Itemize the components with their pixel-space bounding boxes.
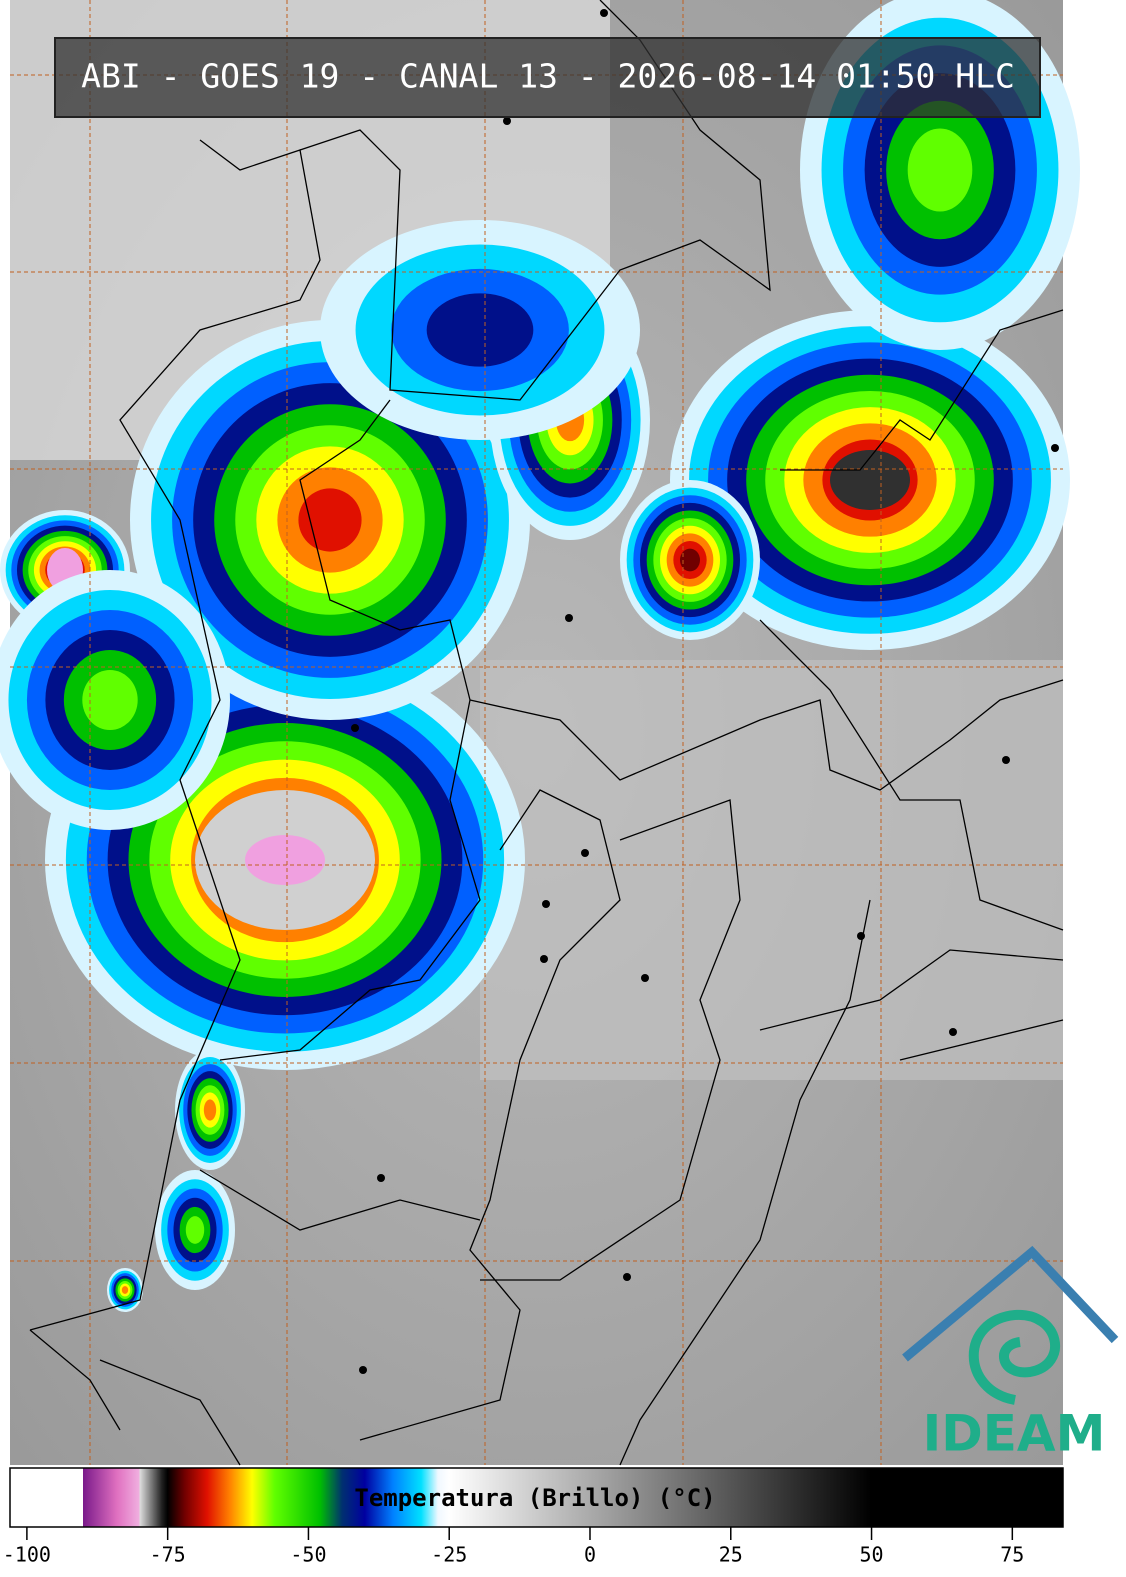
convection (0, 0, 1080, 1312)
border (619, 899, 871, 1466)
border (359, 789, 621, 1441)
tick-label: -75 (150, 1543, 186, 1567)
tick-label: -25 (431, 1543, 467, 1567)
tick-label: -50 (290, 1543, 326, 1567)
border (759, 949, 1064, 1061)
border (480, 799, 741, 1281)
tick-label: 50 (859, 1543, 883, 1567)
city (565, 614, 573, 622)
city (857, 932, 865, 940)
cloud-ring (680, 548, 700, 572)
city (542, 900, 550, 908)
border (469, 679, 1064, 791)
map: ABI - GOES 19 - CANAL 13 - 2026-08-14 01… (0, 0, 1119, 1466)
tick-label: 75 (1000, 1543, 1024, 1567)
cloud-ring (185, 1216, 205, 1244)
tick-label: 25 (719, 1543, 743, 1567)
logo-swirl (968, 1309, 1061, 1405)
cloud-ring (298, 488, 362, 552)
city (351, 724, 359, 732)
city (540, 955, 548, 963)
city (581, 849, 589, 857)
cloud-ring (203, 1099, 217, 1121)
logo: IDEAM (902, 1245, 1119, 1463)
border (29, 139, 321, 1331)
cities (351, 9, 1059, 1374)
colorbar-gradient (9, 1467, 1064, 1528)
cloud-core (830, 450, 910, 510)
city (377, 1174, 385, 1182)
city (623, 1273, 631, 1281)
city (359, 1366, 367, 1374)
title: ABI - GOES 19 - CANAL 13 - 2026-08-14 01… (81, 57, 1015, 96)
colorbar-label: Temperatura (Brillo) (°C) (354, 1484, 715, 1512)
cloud-ring (121, 1286, 129, 1294)
border (759, 619, 1064, 931)
tick-label: -100 (3, 1543, 51, 1567)
title-box (54, 37, 1041, 118)
city (600, 9, 608, 17)
border (780, 309, 1064, 471)
cloud-ring (82, 670, 138, 730)
cloud-layer (480, 660, 1063, 1080)
city (641, 974, 649, 982)
cloud-ring (907, 128, 973, 212)
city (949, 1028, 957, 1036)
city (503, 117, 511, 125)
logo-text: IDEAM (923, 1405, 1106, 1463)
borders (29, 0, 1064, 1466)
tick-label: 0 (584, 1543, 596, 1567)
colorbar: Temperatura (Brillo) (°C) -100 -75 -50 -25 0… (3, 1467, 1064, 1567)
cloud-ring (426, 293, 534, 367)
logo-roof (902, 1245, 1119, 1362)
city (1051, 444, 1059, 452)
border (29, 1169, 481, 1466)
cloud-core (245, 835, 325, 885)
city (1002, 756, 1010, 764)
